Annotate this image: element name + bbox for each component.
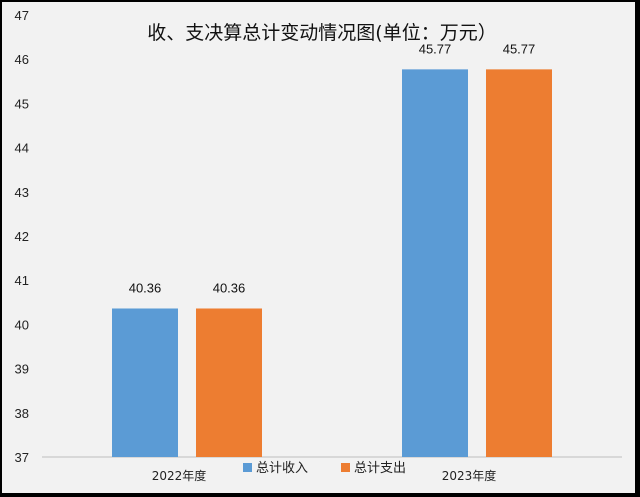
- data-labels-group: 40.36 40.36 45.77 45.77: [129, 41, 536, 295]
- bar-expense-1: [196, 308, 262, 457]
- y-tick-label: 46: [15, 52, 29, 67]
- data-label: 40.36: [213, 280, 246, 295]
- bar-chart: 收、支决算总计变动情况图(单位：万元） 37 38 39 40 41 42 43 44 45 46…: [15, 8, 622, 483]
- y-tick-label: 41: [15, 273, 29, 288]
- y-tick-label: 43: [15, 185, 29, 200]
- y-axis: 37 38 39 40 41 42 43 44 45 46 47: [15, 8, 29, 465]
- data-label: 40.36: [129, 280, 162, 295]
- y-tick-label: 42: [15, 229, 29, 244]
- chart-frame: 收、支决算总计变动情况图(单位：万元） 37 38 39 40 41 42 43 44 45 46…: [2, 2, 635, 493]
- legend: 总计收入 总计支出: [243, 461, 406, 476]
- category-label: 2022年度: [152, 468, 207, 483]
- y-tick-label: 37: [15, 450, 29, 465]
- y-tick-label: 38: [15, 406, 29, 421]
- y-tick-label: 45: [15, 96, 29, 111]
- data-label: 45.77: [503, 41, 536, 56]
- category-label: 2023年度: [442, 468, 497, 483]
- data-label: 45.77: [419, 41, 452, 56]
- bar-income-2: [402, 69, 468, 457]
- legend-label: 总计支出: [354, 461, 406, 476]
- chart-title: 收、支决算总计变动情况图(单位：万元）: [147, 22, 496, 44]
- legend-swatch: [243, 463, 252, 472]
- x-axis-categories: 2022年度 2023年度: [152, 468, 497, 483]
- bars-group: [112, 69, 552, 457]
- bar-expense-2: [486, 69, 552, 457]
- bar-income-1: [112, 308, 178, 457]
- y-tick-label: 44: [15, 141, 29, 156]
- legend-swatch: [341, 463, 350, 472]
- y-tick-label: 47: [15, 8, 29, 23]
- legend-label: 总计收入: [256, 461, 308, 476]
- y-tick-label: 39: [15, 362, 29, 377]
- y-tick-label: 40: [15, 317, 29, 332]
